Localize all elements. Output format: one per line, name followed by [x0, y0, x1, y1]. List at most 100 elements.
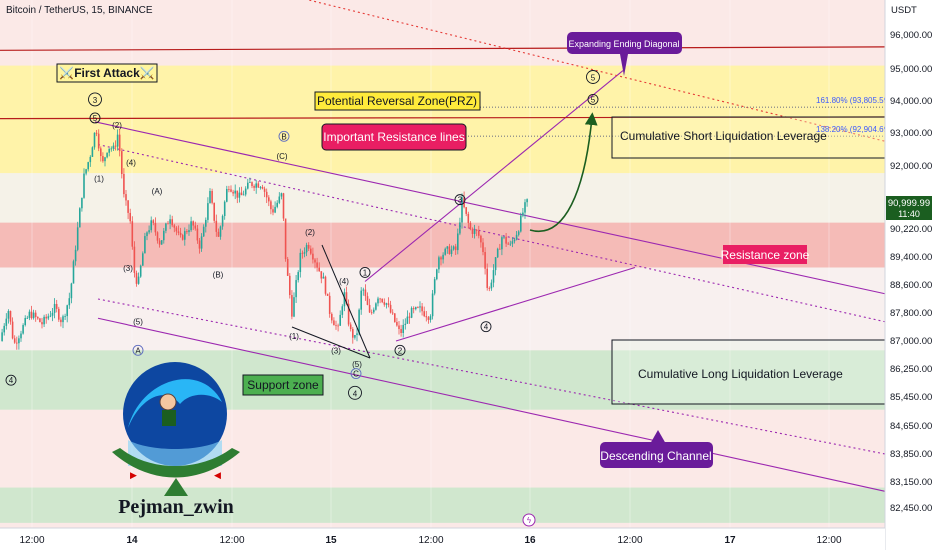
x-tick: 15 [325, 535, 337, 546]
candle-body [270, 201, 272, 210]
candle-body [200, 236, 203, 249]
candle-body [314, 259, 316, 263]
resistance-zone-label: Resistance zone [721, 245, 810, 264]
x-tick: 14 [126, 535, 138, 546]
candle-body [211, 190, 213, 203]
candle-body [370, 312, 373, 314]
candle-body [190, 221, 192, 231]
candle-body [106, 152, 108, 158]
current-price-badge: 90,999.99 11:40 [886, 196, 932, 220]
candle-body [511, 241, 514, 244]
price-axis[interactable]: USDT 96,000.00 95,000.00 94,000.00 93,000.0… [884, 0, 932, 550]
candle-body [167, 223, 169, 225]
y-tick: 88,600.00 [890, 280, 932, 291]
candle-body [412, 308, 415, 310]
wave-label: (1) [289, 332, 299, 341]
current-price: 90,999.99 [888, 198, 930, 209]
candle-body [249, 182, 251, 183]
candle-body [160, 240, 163, 245]
y-tick: 90,220.00 [890, 224, 932, 235]
candle-body [240, 192, 243, 196]
candle-body [175, 227, 178, 232]
support-zone-label: Support zone [242, 374, 324, 396]
candle-body [102, 156, 104, 162]
trendlines-layer [0, 0, 886, 492]
wave-label: 4 [5, 374, 17, 386]
candle-body [20, 333, 22, 339]
y-tick: 94,000.00 [890, 96, 932, 107]
candle-body [310, 248, 312, 254]
candle-body [95, 132, 98, 134]
candle-body [417, 307, 419, 308]
fib-1-label: 138.20% (92,904.69) [816, 125, 891, 134]
svg-text:A: A [135, 346, 141, 355]
candle-body [34, 312, 37, 318]
candle-body [154, 223, 157, 233]
candle-body [496, 248, 499, 258]
candle-body [265, 191, 268, 198]
candle-body [142, 253, 144, 266]
candle-body [125, 194, 127, 201]
expanding-diagonal-label: Expanding Ending Diagonal [567, 32, 682, 76]
y-tick: 93,000.00 [890, 128, 932, 139]
candle-body [366, 296, 369, 305]
candle-body [522, 212, 524, 216]
svg-text:4: 4 [353, 389, 358, 398]
candle-body [121, 151, 123, 174]
candle-body [7, 311, 10, 319]
candle-body [436, 269, 438, 280]
candle-body [364, 289, 367, 297]
wave-label: 5 [587, 93, 599, 105]
candle-body [517, 231, 520, 235]
candle-body [499, 248, 501, 250]
candle-body [244, 188, 247, 195]
event-icon[interactable]: ϟ [522, 513, 536, 527]
wave-label: 4 [480, 321, 492, 333]
candle-body [177, 231, 180, 233]
candle-body [58, 308, 60, 320]
svg-text:Cumulative Short Liquidation L: Cumulative Short Liquidation Leverage [620, 129, 827, 143]
candle-body [156, 232, 159, 241]
candle-body [507, 243, 509, 245]
candle-body [173, 225, 176, 228]
candle-body [215, 220, 218, 232]
candle-body [238, 192, 241, 198]
svg-text:(1): (1) [289, 332, 299, 341]
time-axis[interactable]: 12:00 14 12:00 15 12:00 16 12:00 17 12:00 [0, 527, 885, 550]
candle-body [345, 292, 348, 304]
candle-body [278, 196, 281, 203]
candle-body [255, 183, 257, 188]
candle-body [87, 162, 89, 170]
svg-text:(5): (5) [352, 360, 362, 369]
svg-text:5: 5 [591, 95, 596, 104]
candle-body [465, 207, 467, 214]
zone-lower_zone [0, 487, 885, 523]
candle-body [347, 303, 350, 325]
svg-text:C: C [353, 370, 359, 379]
candle-body [305, 244, 308, 253]
candle-body [152, 220, 155, 224]
x-tick: 12:00 [19, 535, 44, 546]
candle-body [446, 246, 449, 249]
first-attack-label: ⚔️First Attack⚔️ [56, 63, 158, 83]
svg-text:B: B [281, 132, 286, 141]
candle-body [133, 246, 136, 273]
candle-body [259, 186, 262, 188]
candle-body [91, 147, 94, 157]
wave-label: (A) [152, 187, 163, 196]
candle-body [186, 231, 188, 233]
trendline-channel_upper [94, 121, 886, 295]
wave-label: 4 [348, 385, 362, 400]
candle-body [282, 193, 285, 219]
wave-label: (1) [94, 174, 104, 183]
candle-body [385, 303, 388, 305]
y-tick: 83,850.00 [890, 449, 932, 460]
candle-body [509, 243, 512, 245]
candle-body [402, 324, 404, 334]
svg-text:Descending Channel: Descending Channel [600, 449, 711, 463]
candle-body [236, 190, 239, 198]
candle-body [148, 230, 150, 233]
candle-body [9, 311, 12, 322]
candle-body [410, 308, 413, 318]
